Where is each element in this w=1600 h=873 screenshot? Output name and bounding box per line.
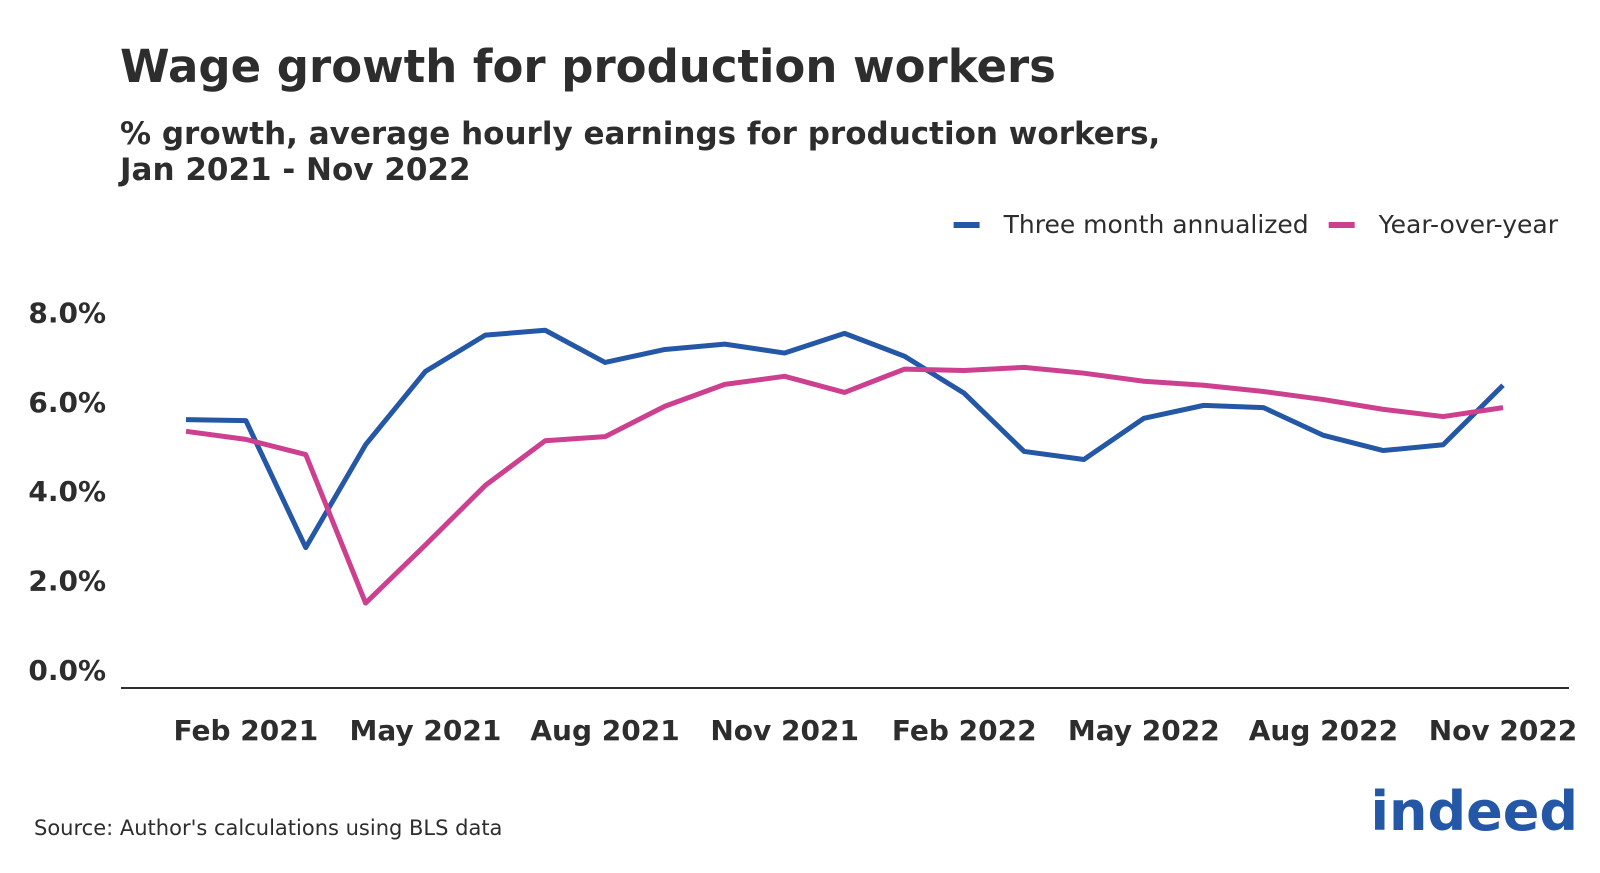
x-tick-label: Aug 2021 — [530, 714, 679, 747]
chart-subtitle: % growth, average hourly earnings for pr… — [120, 116, 1160, 152]
legend-label: Year-over-year — [1378, 210, 1559, 239]
x-tick-label: Nov 2021 — [710, 714, 859, 747]
x-tick-label: May 2022 — [1068, 714, 1220, 747]
x-tick-label: Aug 2022 — [1249, 714, 1398, 747]
legend-label: Three month annualized — [1003, 210, 1309, 239]
source-note: Source: Author's calculations using BLS … — [34, 816, 502, 840]
x-tick-label: Feb 2021 — [174, 714, 319, 747]
y-tick-label: 8.0% — [28, 296, 106, 329]
chart-subtitle: Jan 2021 - Nov 2022 — [118, 152, 471, 188]
x-tick-label: Nov 2022 — [1429, 714, 1578, 747]
series-line — [185, 327, 1505, 551]
x-tick-label: Feb 2022 — [892, 714, 1037, 747]
series-line — [185, 364, 1504, 606]
logo: indeed — [1370, 780, 1578, 843]
x-tick-label: May 2021 — [350, 714, 502, 747]
y-tick-label: 6.0% — [28, 386, 106, 419]
y-tick-label: 4.0% — [28, 475, 106, 508]
y-tick-label: 2.0% — [28, 565, 106, 598]
chart-title: Wage growth for production workers — [120, 40, 1056, 93]
y-tick-label: 0.0% — [28, 654, 106, 687]
